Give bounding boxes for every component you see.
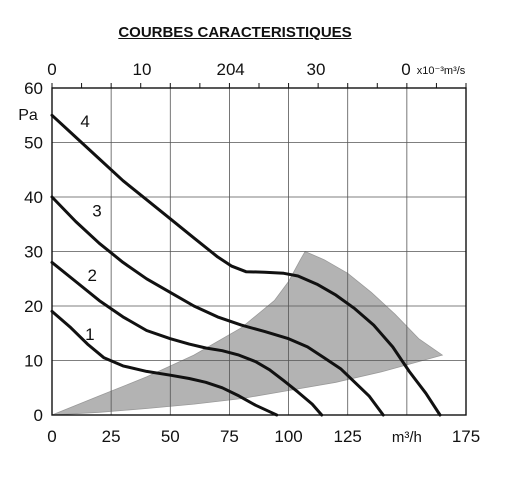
top-tick-label: 4 [235, 60, 244, 79]
top-tick-label: 20 [217, 60, 236, 79]
x-tick-label: 0 [47, 427, 56, 446]
operating-zone-region [51, 250, 444, 416]
top-tick-label: 30 [307, 60, 326, 79]
curve-1 [50, 309, 279, 417]
y-tick-label: 40 [24, 188, 43, 207]
curve-label-1: 1 [85, 325, 94, 344]
y-tick-label: 50 [24, 134, 43, 153]
y-tick-label: 60 [24, 79, 43, 98]
x-tick-label: 175 [452, 427, 480, 446]
curve-4 [50, 113, 442, 417]
x-tick-label: 50 [161, 427, 180, 446]
y-tick-label: 30 [24, 243, 43, 262]
x-tick-label: 25 [102, 427, 121, 446]
curve-layer [50, 113, 442, 417]
x-axis-title: m³/h [392, 429, 422, 446]
curve-3 [50, 195, 385, 417]
y-tick-label: 0 [34, 406, 43, 425]
chart-title: COURBES CARACTERISTIQUES [118, 24, 352, 41]
y-axis-title: Pa [18, 107, 38, 124]
curve-label-2: 2 [87, 266, 96, 285]
curve-label-4: 4 [80, 112, 89, 131]
top-tick-label: 0 [47, 60, 56, 79]
top-axis-title: x10⁻³m³/s [417, 65, 466, 77]
y-tick-label: 20 [24, 297, 43, 316]
top-tick-label: 10 [133, 60, 152, 79]
shaded-region-layer [51, 250, 444, 416]
curve-label-3: 3 [92, 202, 101, 221]
x-tick-label: 125 [334, 427, 362, 446]
top-tick-label: 0 [401, 60, 410, 79]
curve-2 [50, 260, 324, 417]
x-tick-label: 100 [274, 427, 302, 446]
x-tick-label: 75 [220, 427, 239, 446]
y-tick-label: 10 [24, 352, 43, 371]
grid-layer [51, 83, 467, 416]
